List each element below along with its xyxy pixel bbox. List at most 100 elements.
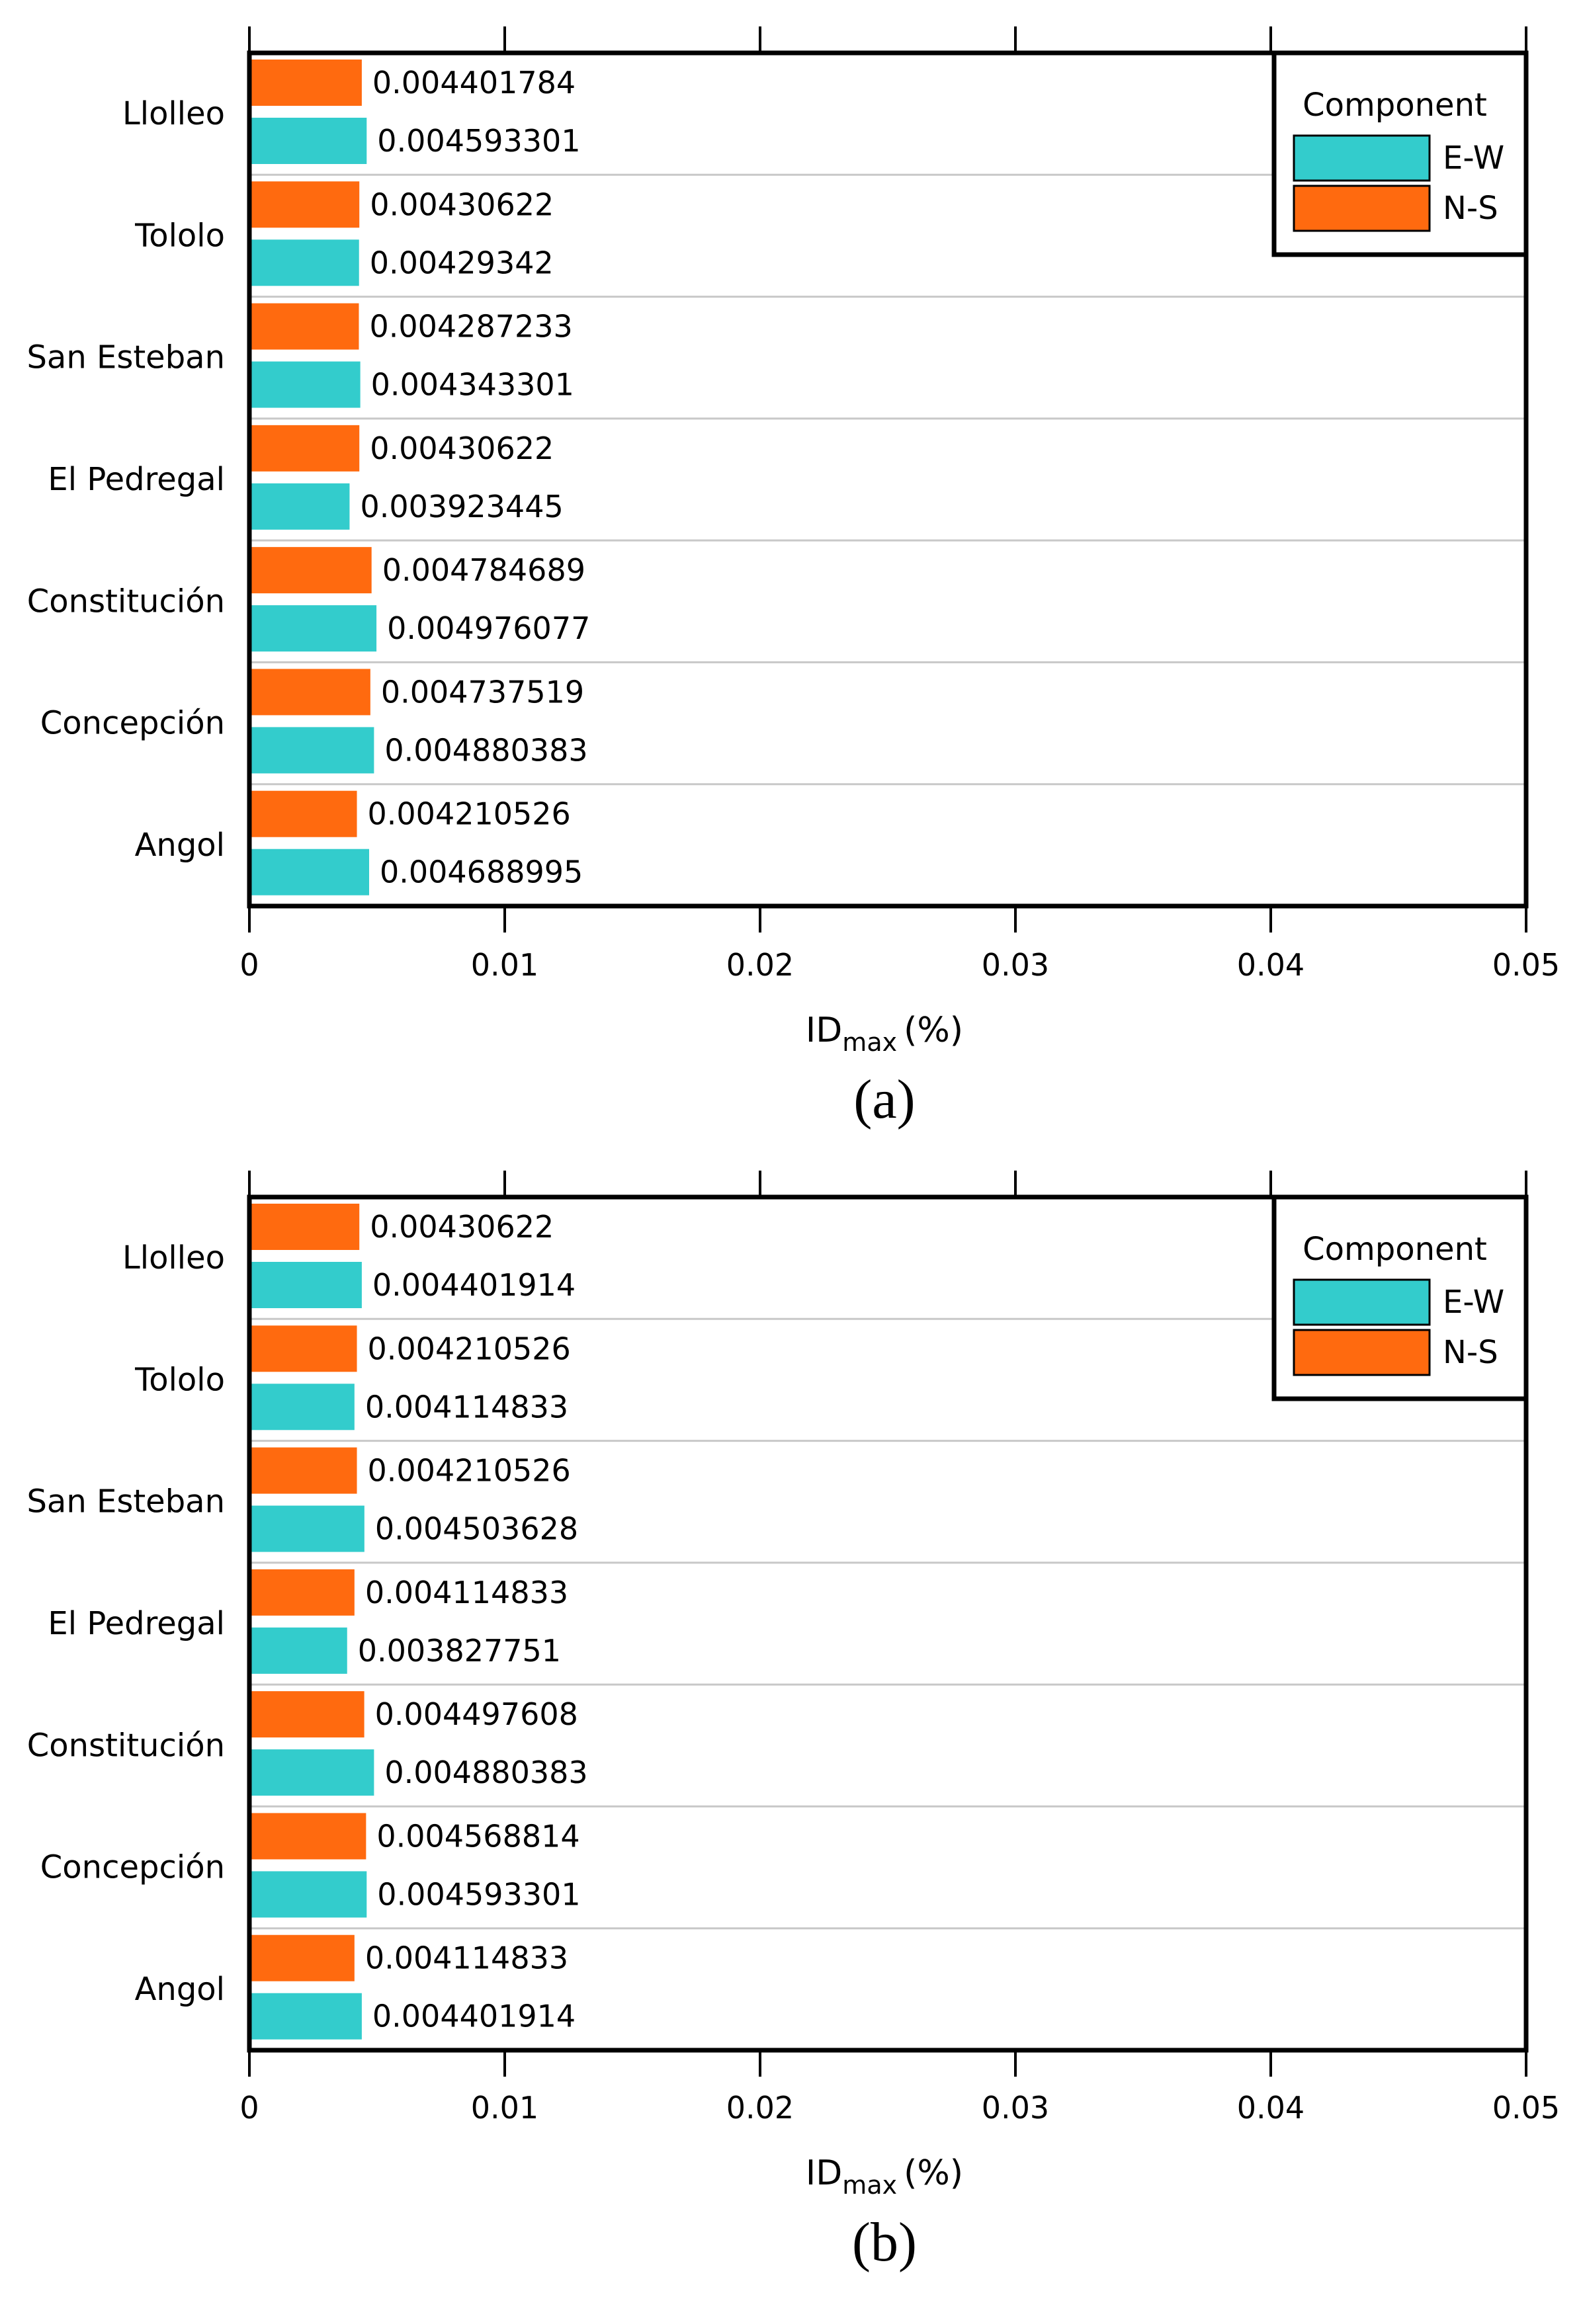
bar-ns-value-label: 0.004210526 [368, 1331, 571, 1366]
bar-ew [249, 483, 350, 530]
plot-frame [247, 50, 1529, 909]
x-axis-label-unit: (%) [904, 1011, 963, 1050]
bar-ns [249, 1691, 364, 1738]
legend-swatch-ew [1293, 1278, 1431, 1326]
category-label: Angol [135, 1971, 225, 2008]
bar-ew-value-label: 0.003827751 [358, 1633, 561, 1669]
bar-ew [249, 1505, 364, 1552]
bar-ew [249, 239, 359, 286]
bar-ew [249, 1262, 362, 1308]
x-tick-label: 0.03 [982, 947, 1049, 983]
bar-ns [249, 60, 362, 106]
panel-label: (b) [852, 2212, 917, 2273]
category-label: Tololo [134, 1361, 225, 1398]
bar-ew-value-label: 0.004976077 [387, 610, 590, 646]
bar-ew-value-label: 0.004688995 [380, 854, 583, 890]
bar-ew-value-label: 0.004593301 [377, 1876, 580, 1912]
bar-ns [249, 1204, 360, 1250]
bar-ew [249, 1993, 362, 2040]
bar-ew [249, 727, 374, 774]
legend-swatch-ns [1293, 1329, 1431, 1376]
bar-ew [249, 849, 369, 895]
bar-ew-value-label: 0.004503628 [375, 1511, 578, 1547]
category-label: Tololo [134, 217, 225, 254]
bar-ew [249, 118, 367, 164]
legend: Component E-W N-S [1271, 50, 1529, 257]
legend-entry-label: E-W [1443, 1284, 1504, 1321]
category-label: Concepción [40, 705, 225, 742]
bar-ns-value-label: 0.004737519 [381, 674, 584, 710]
bar-ns-value-label: 0.00430622 [370, 187, 554, 222]
bar-ns [249, 1934, 355, 1981]
chart-panel-a: 0 0.01 0.02 0.03 0.04 0.05 0.004401784 0.004593… [26, 26, 1560, 1130]
plot-frame [247, 1194, 1529, 2053]
x-axis-label-main: ID [806, 1011, 842, 1050]
x-axis-label: IDmax (%) [806, 2153, 963, 2200]
chart-panel-b: 0 0.01 0.02 0.03 0.04 0.05 0.00430622 0.0044019… [26, 1171, 1560, 2273]
bar-ns-value-label: 0.004568814 [376, 1818, 579, 1854]
category-label: Llolleo [122, 95, 225, 132]
x-axis-label-subscript: max [842, 1028, 897, 1057]
bar-ew [249, 1384, 355, 1431]
bar-ew-value-label: 0.00429342 [370, 245, 554, 280]
bar-ns [249, 1813, 366, 1860]
category-label: San Esteban [26, 1483, 225, 1520]
category-label: Concepción [40, 1849, 225, 1886]
bar-ew-value-label: 0.004401914 [372, 1999, 576, 2034]
x-tick-label: 0.01 [471, 947, 538, 983]
x-tick-label: 0.03 [982, 2090, 1049, 2126]
bar-ns-value-label: 0.004210526 [368, 796, 571, 832]
legend-entry-label: E-W [1443, 140, 1504, 177]
bar-ew-value-label: 0.004401914 [372, 1267, 576, 1303]
bar-ew [249, 605, 377, 652]
legend-swatch-ew [1293, 134, 1431, 182]
bar-ns-value-label: 0.004287233 [369, 309, 572, 345]
bar-ns [249, 1447, 357, 1494]
bar-ns [249, 425, 360, 472]
bar-ns [249, 669, 370, 716]
bar-ew [249, 1627, 347, 1674]
legend-entry-label: N-S [1443, 1334, 1498, 1371]
x-tick-label: 0.05 [1492, 2090, 1560, 2126]
bar-ns [249, 1325, 357, 1372]
x-axis-label: IDmax (%) [806, 1011, 963, 1057]
bar-ns-value-label: 0.004210526 [368, 1453, 571, 1489]
bar-ew-value-label: 0.004880383 [384, 732, 587, 768]
bar-ew-value-label: 0.003923445 [360, 489, 563, 524]
bar-ns-value-label: 0.004784689 [382, 552, 585, 588]
x-tick-label: 0.05 [1492, 947, 1560, 983]
legend-title: Component [1303, 1231, 1487, 1268]
bar-ew-value-label: 0.004343301 [371, 367, 574, 403]
bar-ew [249, 1749, 374, 1796]
legend-title: Component [1303, 87, 1487, 124]
category-label: Constitución [27, 1727, 225, 1764]
x-axis-label-unit: (%) [904, 2153, 963, 2193]
bar-ns-value-label: 0.004114833 [365, 1940, 568, 1976]
x-tick-label: 0.04 [1237, 2090, 1305, 2126]
bar-ns [249, 303, 359, 350]
bar-ns-value-label: 0.004114833 [365, 1575, 568, 1610]
x-axis-label-main: ID [806, 2153, 842, 2193]
panel-label: (a) [853, 1069, 915, 1130]
bar-ew [249, 1871, 367, 1918]
bar-ns [249, 547, 372, 594]
category-label: Angol [135, 827, 225, 864]
bar-ew-value-label: 0.004114833 [365, 1389, 568, 1425]
bar-ns [249, 790, 357, 837]
x-tick-label: 0.04 [1237, 947, 1305, 983]
x-tick-label: 0.02 [726, 947, 794, 983]
legend: Component E-W N-S [1271, 1194, 1529, 1401]
x-tick-label: 0 [239, 2090, 259, 2126]
legend-swatch-ns [1293, 185, 1431, 232]
bar-ns-value-label: 0.004401784 [372, 65, 576, 101]
bar-ew-value-label: 0.004880383 [384, 1755, 587, 1790]
category-label: Llolleo [122, 1239, 225, 1276]
category-label: Constitución [27, 583, 225, 620]
bar-ns-value-label: 0.00430622 [370, 1209, 554, 1245]
legend-entry-label: N-S [1443, 190, 1498, 227]
bar-ns [249, 1569, 355, 1616]
bar-ns-value-label: 0.004497608 [375, 1696, 578, 1732]
x-tick-label: 0 [239, 947, 259, 983]
category-label: El Pedregal [48, 1605, 225, 1642]
